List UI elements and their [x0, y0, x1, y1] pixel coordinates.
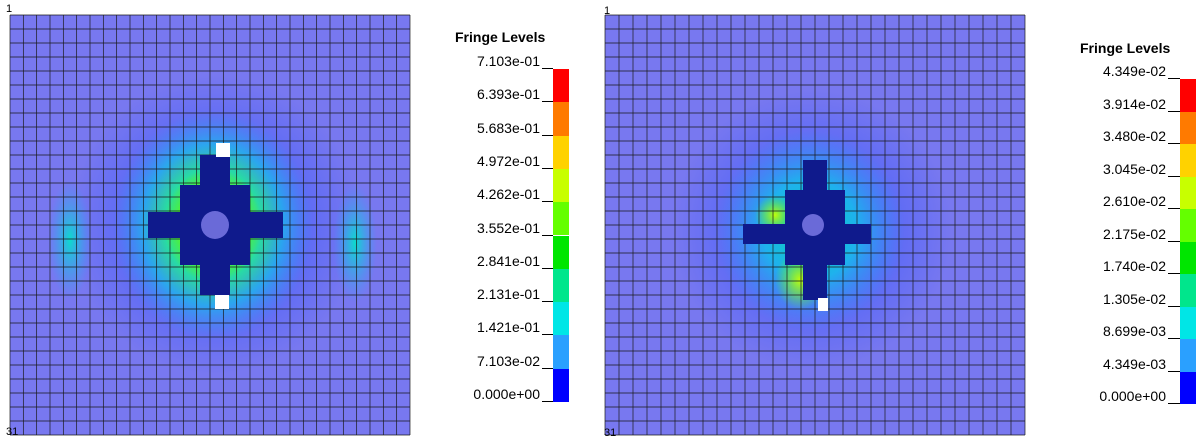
node-label-top: 1 [604, 5, 611, 17]
legend-level-label: 4.349e-02 [1102, 63, 1166, 79]
right-mesh-contour-plot [604, 14, 1026, 436]
legend-color-swatch [1180, 79, 1196, 112]
cross-hole-shape [148, 143, 283, 309]
cross-hole-shape [743, 160, 871, 311]
legend-tick [1168, 240, 1180, 242]
legend-color-swatch [1180, 209, 1196, 242]
legend-tick [1168, 175, 1180, 177]
legend-tick [542, 201, 553, 203]
legend-tick [1168, 273, 1180, 274]
legend-level-label: 2.610e-02 [1102, 193, 1166, 209]
legend-level-label: 2.131e-01 [476, 286, 540, 303]
legend-color-swatch [1180, 274, 1196, 307]
legend-level-label: 0.000e+00 [473, 386, 540, 402]
legend-tick [1168, 305, 1180, 307]
legend-title: Fringe Levels [455, 29, 546, 45]
legend-level-label: 4.349e-03 [1102, 355, 1166, 372]
left-mesh-contour-plot [9, 14, 411, 436]
contour-side-band-right [333, 183, 377, 303]
legend-level-label: 1.740e-02 [1102, 258, 1166, 274]
legend-tick [1168, 208, 1180, 209]
node-label-bottom: 31 [604, 427, 617, 439]
legend-color-swatch [553, 368, 569, 402]
legend-level-label: 2.841e-01 [476, 252, 540, 269]
legend-level-label: 5.683e-01 [476, 119, 540, 136]
legend-color-swatch [553, 135, 569, 169]
legend-level-label: 3.552e-01 [476, 219, 540, 236]
legend-color-swatch [553, 102, 569, 136]
legend-tick [1168, 78, 1180, 79]
legend-color-swatch [553, 302, 569, 336]
legend-level-label: 2.175e-02 [1102, 225, 1166, 242]
legend-tick [1168, 110, 1180, 112]
legend-tick [1168, 403, 1180, 404]
legend-color-swatch [1180, 144, 1196, 177]
legend-tick [542, 301, 553, 303]
legend-color-swatch [553, 235, 569, 269]
legend-tick [542, 68, 553, 69]
legend-tick [542, 334, 553, 336]
legend-level-label: 3.480e-02 [1102, 128, 1166, 144]
legend-tick [1168, 338, 1180, 339]
legend-level-label: 3.914e-02 [1102, 95, 1166, 112]
legend-color-swatch [1180, 339, 1196, 372]
legend-color-swatch [553, 335, 569, 369]
legend-level-label: 0.000e+00 [1099, 388, 1166, 404]
node-label-top: 1 [6, 3, 13, 15]
legend-tick [542, 401, 553, 402]
legend-color-swatch [553, 69, 569, 103]
legend-title: Fringe Levels [1080, 40, 1171, 56]
node-label-bottom: 31 [6, 426, 19, 438]
legend-tick [542, 134, 553, 136]
legend-color-swatch [553, 168, 569, 203]
mesh-grid [604, 14, 1026, 436]
legend-color-swatch [1180, 176, 1196, 209]
legend-level-label: 1.305e-02 [1102, 290, 1166, 307]
legend-level-label: 4.972e-01 [476, 152, 540, 169]
legend-color-swatch [553, 268, 569, 303]
legend-tick [542, 167, 553, 169]
legend-level-label: 3.045e-02 [1102, 160, 1166, 177]
legend-tick [1168, 370, 1180, 372]
right-fringe-plot-panel: 1 31 Fringe Levels 4.349e-02 3.914e-02 3.4… [600, 0, 1201, 439]
legend-level-label: 7.103e-01 [476, 53, 540, 69]
legend-color-swatch [1180, 241, 1196, 274]
legend-color-swatch [1180, 306, 1196, 339]
legend-tick [542, 367, 553, 369]
legend-tick [542, 234, 553, 236]
contour-side-band-left [48, 180, 92, 300]
legend-level-label: 4.262e-01 [476, 186, 540, 203]
legend-tick [1168, 143, 1180, 144]
legend-color-swatch [1180, 371, 1196, 404]
legend-level-label: 6.393e-01 [476, 86, 540, 103]
legend-color-swatch [553, 202, 569, 236]
legend-color-swatch [1180, 111, 1196, 144]
legend-tick [542, 101, 553, 103]
legend-level-label: 7.103e-02 [476, 352, 540, 369]
legend-tick [542, 267, 553, 269]
left-fringe-plot-panel: 1 31 Fringe Levels 7.103e-01 6.393e-01 5.6… [0, 0, 600, 439]
legend-level-label: 1.421e-01 [476, 319, 540, 336]
legend-level-label: 8.699e-03 [1102, 323, 1166, 339]
